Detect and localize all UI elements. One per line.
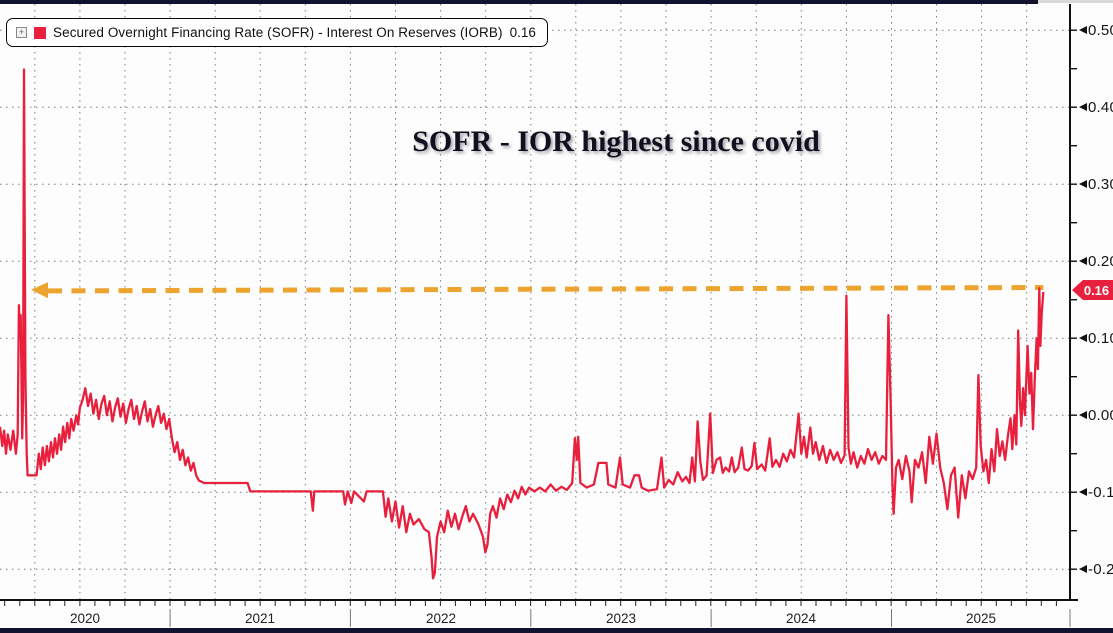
series-color-swatch bbox=[34, 26, 46, 39]
y-axis-label: 0.00 bbox=[1079, 406, 1113, 424]
x-axis-year-label: 2020 bbox=[69, 611, 101, 626]
y-tick-arrow-icon bbox=[1079, 488, 1087, 496]
legend-label: Secured Overnight Financing Rate (SOFR) … bbox=[53, 25, 503, 40]
y-tick-text: -0.20 bbox=[1088, 560, 1113, 578]
y-axis-label: 0.30 bbox=[1079, 175, 1113, 193]
legend[interactable]: + Secured Overnight Financing Rate (SOFR… bbox=[6, 18, 548, 47]
y-tick-text: -0.10 bbox=[1088, 483, 1113, 501]
bottom-edge bbox=[0, 628, 1113, 633]
y-axis-label: 0.50 bbox=[1079, 21, 1113, 39]
last-value-label: 0.16 bbox=[1083, 282, 1110, 298]
y-tick-text: 0.10 bbox=[1088, 329, 1113, 347]
y-tick-arrow-icon bbox=[1079, 180, 1087, 188]
y-axis-label: 0.20 bbox=[1079, 252, 1113, 270]
y-tick-text: 0.00 bbox=[1088, 406, 1113, 424]
top-toolbar-edge bbox=[0, 0, 1038, 4]
y-axis-label: 0.10 bbox=[1079, 329, 1113, 347]
chart-title: SOFR - IOR highest since covid bbox=[412, 125, 820, 158]
x-axis-year-label: 2025 bbox=[965, 611, 997, 626]
expand-legend-icon[interactable]: + bbox=[16, 27, 27, 38]
y-axis-label: 0.40 bbox=[1079, 98, 1113, 116]
x-axis-year-label: 2024 bbox=[785, 611, 817, 626]
last-value-badge: 0.16 bbox=[1072, 280, 1113, 300]
y-tick-arrow-icon bbox=[1079, 257, 1087, 265]
y-tick-arrow-icon bbox=[1079, 565, 1087, 573]
y-axis-label: -0.20 bbox=[1079, 560, 1113, 578]
y-tick-arrow-icon bbox=[1079, 103, 1087, 111]
legend-value: 0.16 bbox=[509, 25, 536, 40]
trend-arrow-shaft bbox=[47, 285, 1044, 294]
x-axis-year-label: 2023 bbox=[605, 611, 637, 626]
y-axis-label: -0.10 bbox=[1079, 483, 1113, 501]
y-tick-arrow-icon bbox=[1079, 411, 1087, 419]
trend-arrow-head bbox=[31, 282, 48, 299]
y-tick-text: 0.50 bbox=[1088, 21, 1113, 39]
y-tick-arrow-icon bbox=[1079, 26, 1087, 34]
x-axis-year-label: 2021 bbox=[244, 611, 276, 626]
y-tick-text: 0.20 bbox=[1088, 252, 1113, 270]
x-axis-year-label: 2022 bbox=[425, 611, 457, 626]
sofr-iorb-series-line[interactable] bbox=[0, 68, 1045, 580]
top-edge-right bbox=[1038, 0, 1113, 3]
y-tick-text: 0.40 bbox=[1088, 98, 1113, 116]
y-tick-arrow-icon bbox=[1079, 334, 1087, 342]
y-tick-text: 0.30 bbox=[1088, 175, 1113, 193]
